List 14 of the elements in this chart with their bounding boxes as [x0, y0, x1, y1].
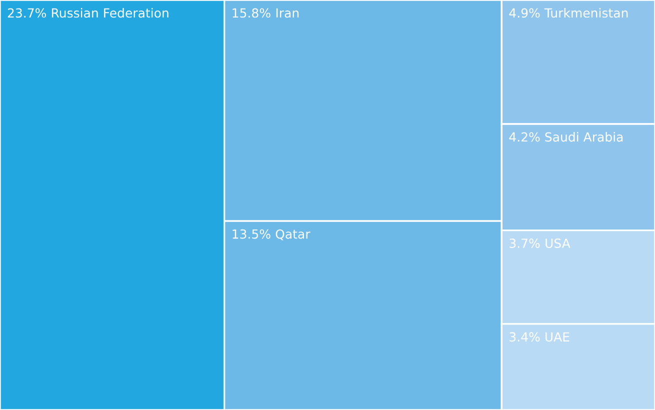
- data-label: 13.5%: [232, 229, 270, 239]
- data-label: 4.2%: [509, 132, 540, 142]
- data-label: 3.4%: [510, 332, 540, 342]
- category-label: Russian Federation: [52, 8, 168, 18]
- category-label: Iran: [276, 8, 299, 18]
- data-label: 4.9%: [509, 8, 540, 18]
- category-label: USA: [546, 238, 570, 248]
- category-label: UAE: [546, 332, 570, 342]
- category-label: Saudi Arabia: [545, 132, 623, 142]
- data-label: 15.8%: [232, 8, 270, 18]
- category-label: Turkmenistan: [544, 8, 628, 18]
- category-label: Qatar: [276, 229, 310, 240]
- data-label: 3.7%: [510, 238, 540, 248]
- data-label: 23.7%: [8, 8, 46, 18]
